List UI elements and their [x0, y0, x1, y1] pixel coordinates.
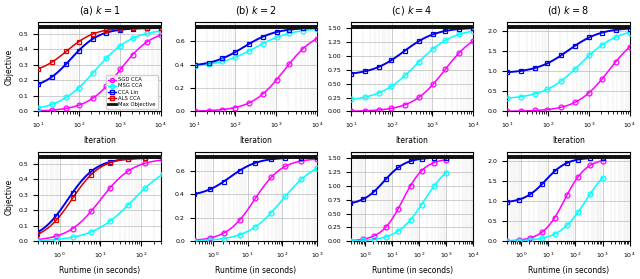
Legend: SGD CCA, MSG CCA, CCA Lin, ALS CCA, Max Objective: SGD CCA, MSG CCA, CCA Lin, ALS CCA, Max … — [106, 75, 158, 109]
X-axis label: Runtime (in seconds): Runtime (in seconds) — [215, 266, 296, 275]
Y-axis label: Objective: Objective — [4, 49, 13, 85]
Y-axis label: Objective: Objective — [4, 179, 13, 215]
Title: (d) $k = 8$: (d) $k = 8$ — [547, 4, 589, 17]
X-axis label: Iteration: Iteration — [83, 136, 116, 145]
X-axis label: Runtime (in seconds): Runtime (in seconds) — [528, 266, 609, 275]
X-axis label: Iteration: Iteration — [396, 136, 429, 145]
X-axis label: Runtime (in seconds): Runtime (in seconds) — [59, 266, 140, 275]
Title: (b) $k = 2$: (b) $k = 2$ — [235, 4, 276, 17]
Title: (c) $k = 4$: (c) $k = 4$ — [392, 4, 433, 17]
X-axis label: Iteration: Iteration — [552, 136, 585, 145]
Title: (a) $k = 1$: (a) $k = 1$ — [79, 4, 120, 17]
X-axis label: Iteration: Iteration — [239, 136, 272, 145]
X-axis label: Runtime (in seconds): Runtime (in seconds) — [372, 266, 452, 275]
